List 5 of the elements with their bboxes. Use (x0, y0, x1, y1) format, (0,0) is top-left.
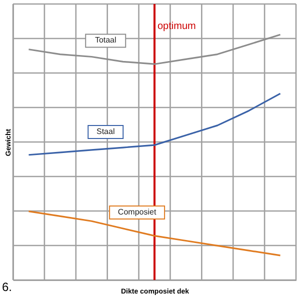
series-label: Composiet (118, 207, 157, 216)
text: 6. (2, 280, 12, 294)
series-label: Staal (96, 126, 115, 136)
series-label: Totaal (94, 36, 116, 45)
text: optimum (158, 21, 196, 32)
